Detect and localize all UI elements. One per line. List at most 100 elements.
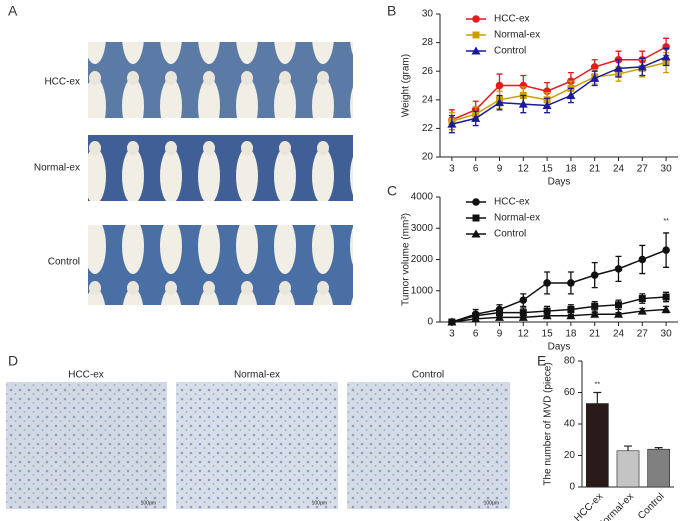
marker xyxy=(591,302,599,310)
x-tick-label: 30 xyxy=(661,329,673,340)
marker xyxy=(471,113,481,122)
photo-mice xyxy=(88,42,353,118)
y-axis-label: Tumor volume (mm³) xyxy=(401,213,412,306)
x-axis-label: Days xyxy=(548,342,571,353)
scale-bar: 100μm xyxy=(484,500,499,506)
y-tick-label: 60 xyxy=(564,387,576,398)
row-label: Control xyxy=(48,257,80,268)
marker xyxy=(567,306,575,313)
legend-label: HCC-ex xyxy=(494,197,530,208)
y-tick-label: 4000 xyxy=(411,192,434,203)
legend-label: HCC-ex xyxy=(494,14,530,25)
marker xyxy=(566,91,576,100)
x-tick-label: 6 xyxy=(473,164,479,175)
marker xyxy=(590,271,599,279)
bar xyxy=(647,448,671,488)
y-tick-label: 20 xyxy=(564,450,576,461)
x-tick-label: 3 xyxy=(449,164,455,175)
y-axis-label: The number of MVD (piece) xyxy=(543,362,554,485)
marker xyxy=(518,312,528,321)
marker xyxy=(472,31,480,39)
marker xyxy=(472,214,480,222)
x-tick-label: 21 xyxy=(589,164,601,175)
ihc-cells xyxy=(176,382,338,509)
marker xyxy=(472,198,480,206)
legend-label: Normal-ex xyxy=(494,213,540,224)
marker xyxy=(662,246,670,254)
marker xyxy=(590,309,600,318)
ihc-cells xyxy=(347,382,510,509)
ihc-label: Normal-ex xyxy=(234,370,280,381)
x-tick-label: 18 xyxy=(565,329,577,340)
y-tick-label: 0 xyxy=(569,482,575,493)
error-bar xyxy=(624,445,632,451)
y-tick-label: 28 xyxy=(422,37,434,48)
bar xyxy=(585,403,609,488)
marker xyxy=(590,63,599,71)
marker xyxy=(495,98,504,107)
marker xyxy=(543,307,551,315)
annotation: ** xyxy=(663,218,669,225)
error-bar xyxy=(593,391,602,404)
y-tick-label: 80 xyxy=(564,356,576,367)
panel-label: E xyxy=(537,353,546,369)
marker xyxy=(496,309,503,317)
series-line xyxy=(451,61,667,122)
scale-bar: 100μm xyxy=(141,500,156,506)
y-tick-label: 0 xyxy=(427,317,433,328)
y-tick-label: 26 xyxy=(422,66,434,77)
marker xyxy=(615,301,622,309)
series-line xyxy=(451,249,667,323)
x-tick-label: 12 xyxy=(518,329,530,340)
marker xyxy=(614,309,623,318)
y-axis-label: Weight (gram) xyxy=(401,54,412,117)
row-label: Normal-ex xyxy=(34,163,80,174)
marker xyxy=(662,293,670,301)
photo-mice xyxy=(88,135,353,201)
photo-mice xyxy=(88,225,353,305)
x-tick-label: 15 xyxy=(542,164,554,175)
ihc-label: HCC-ex xyxy=(68,370,104,381)
y-tick-label: 3000 xyxy=(411,223,434,234)
legend-label: Control xyxy=(494,229,526,240)
error-bar xyxy=(654,447,663,450)
marker xyxy=(637,62,647,71)
marker xyxy=(519,296,528,304)
marker xyxy=(472,15,480,23)
ihc-cells xyxy=(6,382,167,509)
row-label: HCC-ex xyxy=(44,77,80,88)
marker xyxy=(566,311,576,320)
x-tick-label: 3 xyxy=(449,329,455,340)
panel-label: C xyxy=(387,183,397,199)
marker xyxy=(471,46,481,55)
x-tick-label: 24 xyxy=(613,164,625,175)
y-tick-label: 20 xyxy=(422,152,434,163)
marker xyxy=(518,99,528,108)
x-tick-label: 6 xyxy=(473,329,479,340)
marker xyxy=(638,255,647,264)
marker xyxy=(542,311,552,320)
marker xyxy=(543,279,551,287)
x-tick-label: 27 xyxy=(637,329,649,340)
y-tick-label: 22 xyxy=(422,123,434,134)
ihc-label: Control xyxy=(412,370,444,381)
y-tick-label: 1000 xyxy=(411,285,434,296)
x-axis-label: Days xyxy=(548,177,571,188)
marker xyxy=(590,73,600,82)
y-tick-label: 30 xyxy=(422,9,434,20)
panel-label: A xyxy=(8,3,18,19)
x-tick-label: 12 xyxy=(518,164,530,175)
marker xyxy=(637,306,647,315)
x-tick-label: 24 xyxy=(613,329,625,340)
series-line xyxy=(451,308,667,323)
series-line xyxy=(451,56,667,125)
scale-bar: 100μm xyxy=(312,500,327,506)
y-tick-label: 40 xyxy=(564,419,576,430)
marker xyxy=(614,63,623,72)
x-tick-label: 27 xyxy=(637,164,649,175)
marker xyxy=(471,229,481,238)
panel-label: D xyxy=(8,353,18,369)
x-tick-label: HCC-ex xyxy=(572,491,605,521)
bar xyxy=(616,450,640,488)
